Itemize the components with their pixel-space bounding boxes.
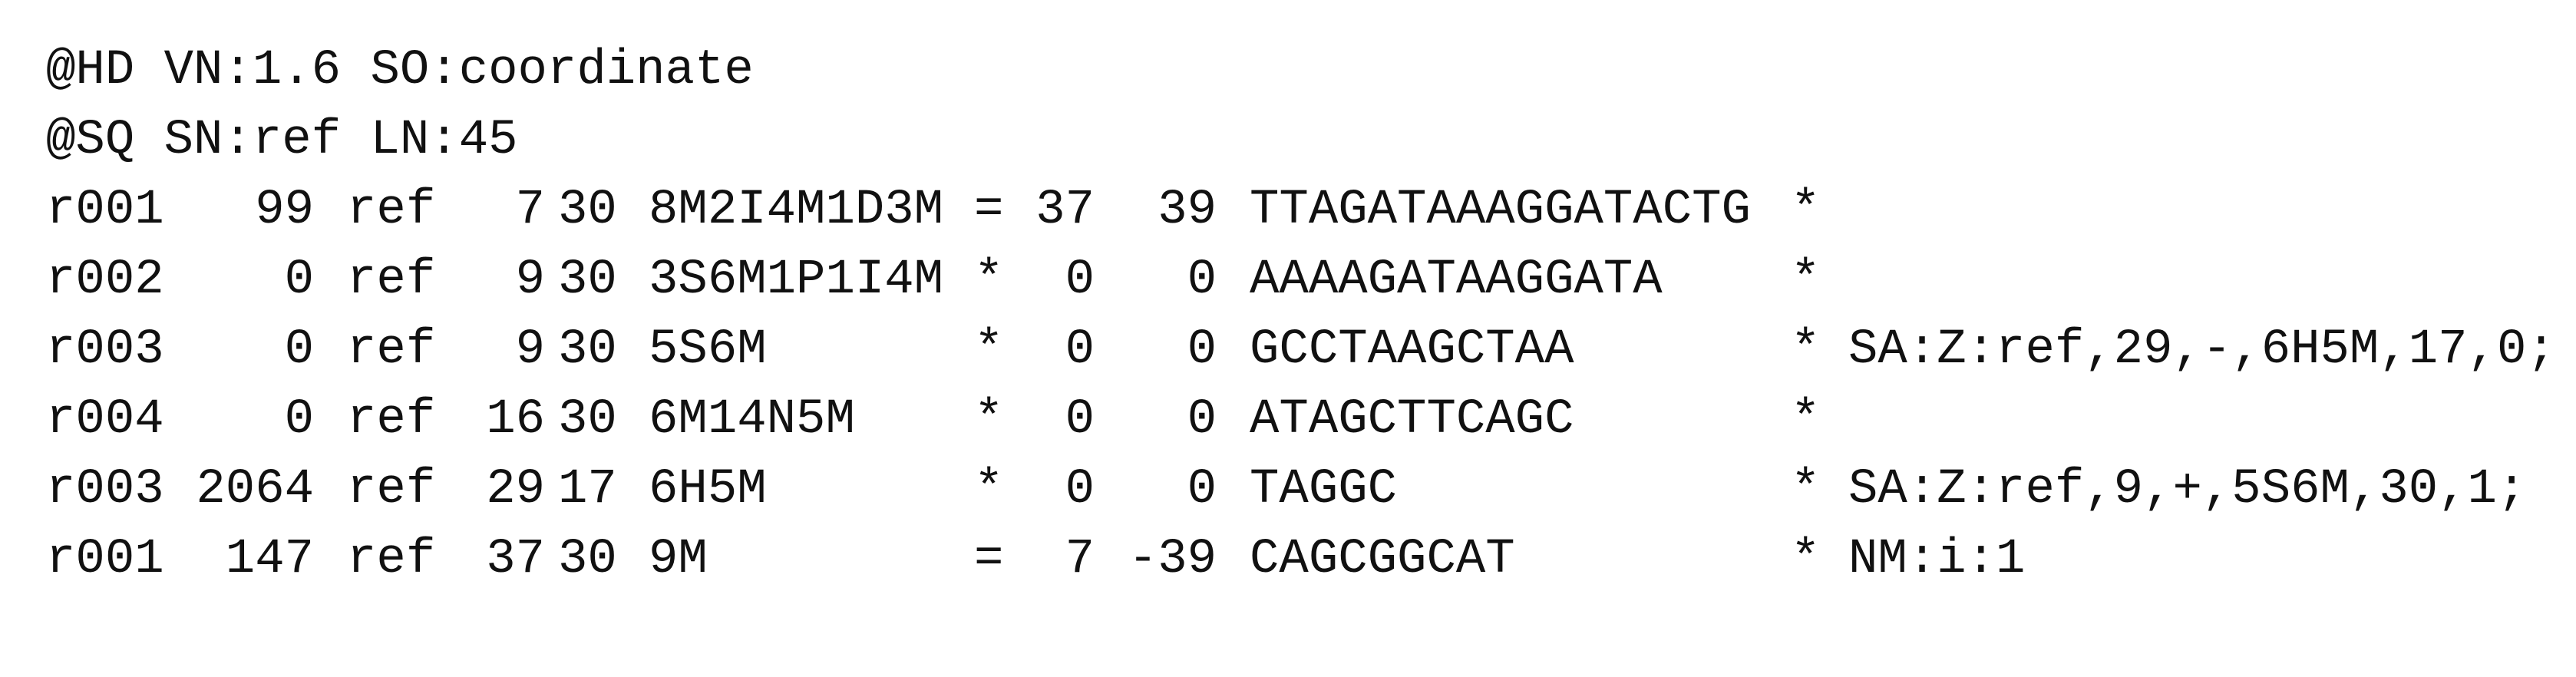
mapq: 30 bbox=[558, 183, 617, 238]
tlen: 0 bbox=[1187, 253, 1217, 308]
rnext: * bbox=[974, 253, 1003, 308]
flag: 0 bbox=[285, 392, 314, 447]
rnext: = bbox=[974, 532, 1003, 587]
seq: AAAAGATAAGGATA bbox=[1250, 253, 1663, 308]
flag: 0 bbox=[285, 253, 314, 308]
mapq: 17 bbox=[558, 462, 617, 517]
mapq: 30 bbox=[558, 253, 617, 308]
tlen: 0 bbox=[1187, 462, 1217, 517]
tlen: -39 bbox=[1128, 532, 1217, 587]
qname: r001 bbox=[46, 532, 164, 587]
qname: r003 bbox=[46, 322, 164, 378]
rname: ref bbox=[347, 253, 435, 308]
tlen: 39 bbox=[1158, 183, 1217, 238]
tag: SA:Z:ref,29,-,6H5M,17,0; bbox=[1848, 322, 2556, 378]
qname: r001 bbox=[46, 183, 164, 238]
flag: 2064 bbox=[196, 462, 314, 517]
pos: 7 bbox=[516, 183, 545, 238]
qname: r004 bbox=[46, 392, 164, 447]
flag: 0 bbox=[285, 322, 314, 378]
mapq: 30 bbox=[558, 322, 617, 378]
cigar: 6M14N5M bbox=[649, 392, 855, 447]
qual: * bbox=[1791, 462, 1820, 517]
qname: r003 bbox=[46, 462, 164, 517]
pos: 37 bbox=[486, 532, 545, 587]
header-line: @HD VN:1.6 SO:coordinate bbox=[46, 43, 754, 98]
tlen: 0 bbox=[1187, 322, 1217, 378]
rnext: * bbox=[974, 392, 1003, 447]
seq: ATAGCTTCAGC bbox=[1250, 392, 1574, 447]
qual: * bbox=[1791, 253, 1820, 308]
qual: * bbox=[1791, 183, 1820, 238]
rname: ref bbox=[347, 462, 435, 517]
header-line: @SQ SN:ref LN:45 bbox=[46, 113, 518, 168]
seq: GCCTAAGCTAA bbox=[1250, 322, 1574, 378]
rnext: * bbox=[974, 322, 1003, 378]
cigar: 9M bbox=[649, 532, 708, 587]
rnext: * bbox=[974, 462, 1003, 517]
pnext: 7 bbox=[1065, 532, 1095, 587]
cigar: 6H5M bbox=[649, 462, 767, 517]
tag: NM:i:1 bbox=[1848, 532, 2025, 587]
cigar: 3S6M1P1I4M bbox=[649, 253, 943, 308]
flag: 147 bbox=[226, 532, 314, 587]
seq: TAGGC bbox=[1250, 462, 1397, 517]
pnext: 0 bbox=[1065, 322, 1095, 378]
rname: ref bbox=[347, 392, 435, 447]
tag: SA:Z:ref,9,+,5S6M,30,1; bbox=[1848, 462, 2526, 517]
pos: 9 bbox=[516, 322, 545, 378]
qual: * bbox=[1791, 322, 1820, 378]
mapq: 30 bbox=[558, 392, 617, 447]
cigar: 8M2I4M1D3M bbox=[649, 183, 943, 238]
pnext: 0 bbox=[1065, 392, 1095, 447]
pnext: 0 bbox=[1065, 462, 1095, 517]
qual: * bbox=[1791, 392, 1820, 447]
pos: 9 bbox=[516, 253, 545, 308]
qual: * bbox=[1791, 532, 1820, 587]
pos: 29 bbox=[486, 462, 545, 517]
tlen: 0 bbox=[1187, 392, 1217, 447]
mapq: 30 bbox=[558, 532, 617, 587]
seq: CAGCGGCAT bbox=[1250, 532, 1515, 587]
cigar: 5S6M bbox=[649, 322, 767, 378]
rnext: = bbox=[974, 183, 1003, 238]
pnext: 0 bbox=[1065, 253, 1095, 308]
pos: 16 bbox=[486, 392, 545, 447]
seq: TTAGATAAAGGATACTG bbox=[1250, 183, 1751, 238]
rname: ref bbox=[347, 322, 435, 378]
qname: r002 bbox=[46, 253, 164, 308]
rname: ref bbox=[347, 183, 435, 238]
rname: ref bbox=[347, 532, 435, 587]
pnext: 37 bbox=[1035, 183, 1095, 238]
flag: 99 bbox=[255, 183, 314, 238]
